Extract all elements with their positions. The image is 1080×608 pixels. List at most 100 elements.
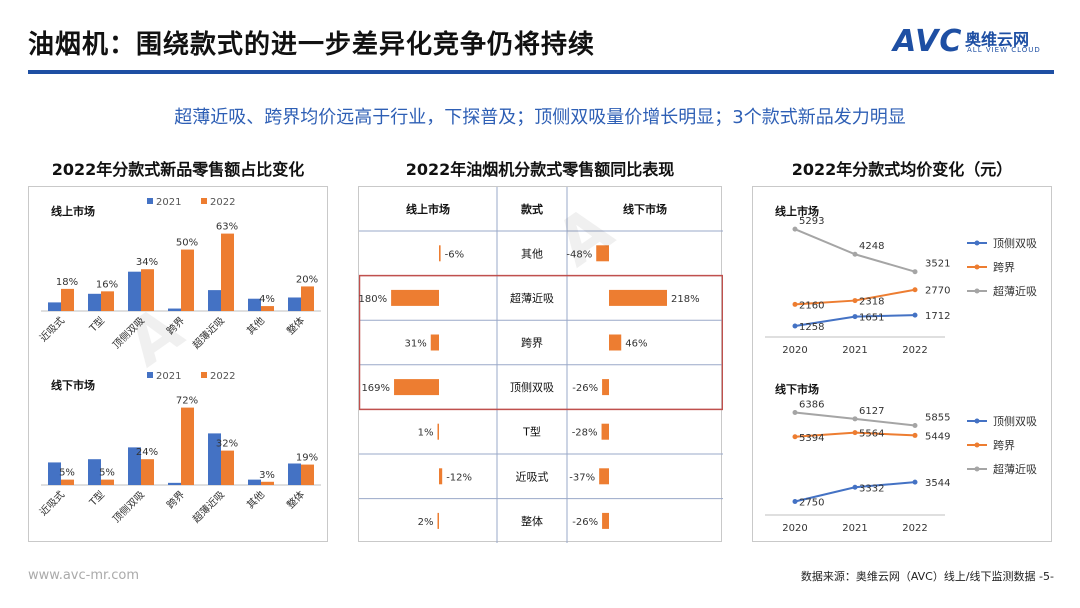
avc-logo: AVC 奥维云网 ALL VIEW CLOUD [893, 24, 1053, 62]
data-point [792, 323, 798, 329]
legend-label: 2022 [210, 197, 235, 208]
line-charts-svg: 线上市场 1258 1651 1712 2160 2318 2770 5293 4248 3521… [765, 204, 1037, 534]
point-label: 3544 [925, 478, 950, 489]
point-label: 5449 [925, 431, 950, 442]
online-label: 180% [359, 294, 387, 305]
data-point [912, 312, 918, 318]
point-label: 2770 [925, 286, 950, 297]
bar-chart-panel: 线上市场 2021 2022 18% 近吸式 16% T型 34% 顶侧双吸 50% 跨界 63% 超薄… [28, 186, 328, 542]
data-point [852, 251, 858, 257]
bar-2022 [261, 306, 274, 311]
logo-mark: AVC [893, 24, 963, 59]
line-chart-panel: 线上市场 1258 1651 1712 2160 2318 2770 5293 4248 3521… [752, 186, 1052, 542]
category-label: T型 [86, 488, 107, 509]
website-footer: www.avc-mr.com [28, 568, 140, 583]
bar-2022 [261, 481, 274, 485]
data-label: 4% [259, 294, 275, 305]
bar-2022 [141, 459, 154, 485]
data-point [852, 430, 858, 436]
online-label: 31% [405, 339, 427, 350]
subtitle: 超薄近吸、跨界均价远高于行业，下探普及；顶侧双吸量价增长明显；3个款式新品发力明… [174, 107, 906, 128]
data-label: 5% [59, 468, 75, 479]
online-label: 2% [418, 517, 434, 528]
series-line [794, 228, 916, 273]
bar-2022 [61, 479, 74, 485]
bar-2021 [168, 482, 181, 485]
bar-2022 [301, 464, 314, 485]
x-tick-label: 2022 [902, 523, 927, 534]
category-label: 其他 [244, 488, 267, 511]
legend-marker [974, 288, 980, 294]
data-point [912, 479, 918, 485]
category-label: 其他 [244, 314, 267, 337]
bar-2021 [208, 290, 221, 311]
category-label: 顶侧双吸 [110, 314, 147, 351]
legend-label: 顶侧双吸 [993, 415, 1037, 428]
data-label: 72% [176, 396, 198, 407]
online-bar [439, 468, 443, 485]
table-header: 款式 [521, 202, 543, 216]
legend-swatch [201, 372, 207, 378]
point-label: 5855 [925, 412, 950, 423]
line-chart-title: 线上市场 [775, 204, 819, 218]
offline-label: 46% [625, 339, 647, 350]
highlight-box [358, 274, 724, 411]
point-label: 2750 [799, 498, 824, 509]
bar-charts-svg: 线上市场 2021 2022 18% 近吸式 16% T型 34% 顶侧双吸 50% 跨界 63% 超薄… [37, 197, 321, 525]
x-tick-label: 2021 [842, 345, 867, 356]
point-label: 3521 [925, 259, 950, 270]
legend-swatch [147, 198, 153, 204]
offline-label: -26% [572, 383, 598, 394]
legend-marker [974, 418, 980, 424]
bar-chart-title: 线上市场 [51, 204, 95, 218]
bar-2021 [288, 463, 301, 485]
data-label: 34% [136, 257, 158, 268]
table-category: 超薄近吸 [510, 291, 554, 305]
legend-label: 超薄近吸 [993, 462, 1037, 476]
online-bar [437, 512, 439, 529]
data-point [792, 434, 798, 440]
offline-bar [599, 468, 609, 485]
data-label: 20% [296, 274, 318, 285]
legend-label: 顶侧双吸 [993, 237, 1037, 250]
bar-2021 [88, 293, 101, 311]
middle-section-title: 2022年油烟机分款式零售额同比表现 [405, 160, 675, 179]
category-label: 整体 [284, 488, 307, 511]
bar-2021 [48, 302, 61, 311]
data-point [912, 269, 918, 275]
data-point [912, 432, 918, 438]
data-point [912, 287, 918, 293]
legend-swatch [147, 372, 153, 378]
line-chart-title: 线下市场 [775, 382, 819, 396]
legend-swatch [201, 198, 207, 204]
data-point [852, 298, 858, 304]
data-label: 3% [259, 470, 275, 481]
category-label: 整体 [284, 314, 307, 337]
table-category: 顶侧双吸 [510, 381, 554, 394]
data-point [792, 409, 798, 415]
offline-bar [596, 245, 609, 262]
offline-bar [609, 334, 622, 351]
data-point [912, 422, 918, 428]
bar-2021 [168, 308, 181, 311]
data-label: 63% [216, 222, 238, 233]
source-footer: 数据来源：奥维云网（AVC）线上/线下监测数据 -5- [800, 570, 1054, 583]
category-label: 近吸式 [37, 488, 67, 518]
table-category: 跨界 [521, 337, 543, 350]
header-divider [28, 70, 1054, 74]
data-point [792, 301, 798, 307]
online-label: 169% [361, 383, 390, 394]
data-point [852, 484, 858, 490]
category-label: 跨界 [164, 489, 187, 512]
legend-label: 超薄近吸 [993, 284, 1037, 298]
online-label: -12% [446, 472, 472, 483]
bar-2021 [128, 447, 141, 485]
table-header: 线上市场 [406, 202, 450, 216]
offline-label: -37% [569, 472, 595, 483]
online-bar [394, 379, 439, 396]
logo-en: ALL VIEW CLOUD [967, 46, 1041, 54]
data-label: 50% [176, 238, 198, 249]
data-label: 5% [99, 468, 115, 479]
point-label: 5293 [799, 216, 824, 227]
